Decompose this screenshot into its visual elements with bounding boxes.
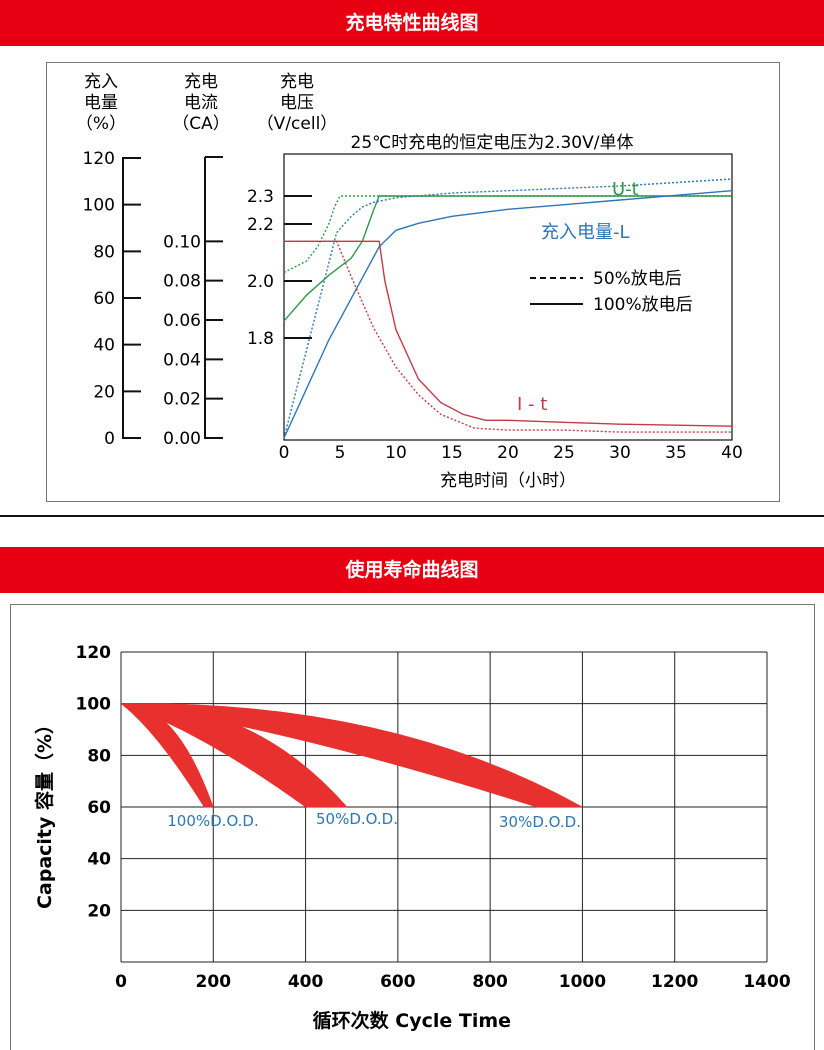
current-tick-label: 0.04 (163, 350, 201, 370)
voltage-tick-label: 2.2 (247, 215, 274, 235)
y-tick-label: 100 (76, 695, 112, 715)
chart-title: 25℃时充电的恒定电压为2.30V/单体 (351, 133, 634, 153)
x-tick-label: 40 (721, 443, 743, 463)
y-tick-label: 80 (87, 746, 111, 766)
series-solid-充入电量-L (283, 190, 733, 439)
dod-label: 30%D.O.D. (499, 813, 581, 831)
voltage-axis-header-line: 充电 (280, 72, 314, 92)
series-solid-I - t (284, 240, 733, 427)
y-axis-label: Capacity 容量（%） (33, 715, 56, 909)
current-tick-label: 0.08 (163, 272, 201, 292)
y-tick-label: 120 (76, 643, 112, 663)
x-tick-label: 35 (665, 443, 687, 463)
life-chart-panel (10, 604, 815, 1050)
section2-title: 使用寿命曲线图 (345, 559, 479, 581)
x-tick-label: 25 (553, 443, 575, 463)
x-tick-label: 1200 (651, 972, 698, 992)
legend-dashed-label: 50%放电后 (593, 269, 682, 289)
voltage-axis-header-line: 电压 (280, 93, 314, 113)
x-axis-label: 循环次数 Cycle Time (313, 1009, 511, 1032)
x-axis-label: 充电时间（小时） (440, 471, 576, 491)
x-tick-label: 0 (279, 443, 290, 463)
current-axis-header-line: （CA） (172, 114, 230, 134)
section-divider (0, 515, 824, 517)
section2-banner: 使用寿命曲线图 (0, 547, 824, 593)
band-30%D.O.D. (120, 703, 584, 808)
x-tick-label: 5 (335, 443, 346, 463)
current-tick-label: 0.06 (163, 311, 201, 331)
section1-banner: 充电特性曲线图 (0, 0, 824, 46)
capacity-axis-header-line: （%） (76, 114, 126, 134)
charge-chart-panel (46, 62, 780, 502)
curve-label-current: I - t (517, 394, 547, 415)
capacity-tick-label: 60 (93, 289, 115, 309)
current-tick-label: 0.00 (163, 429, 201, 449)
capacity-tick-label: 120 (83, 149, 115, 169)
series-dashed-I - t (284, 240, 732, 433)
x-tick-label: 30 (609, 443, 631, 463)
voltage-tick-label: 2.3 (247, 187, 274, 207)
x-tick-label: 20 (497, 443, 519, 463)
x-tick-label: 800 (472, 972, 508, 992)
capacity-tick-label: 20 (93, 382, 115, 402)
x-tick-label: 0 (115, 972, 127, 992)
current-tick-label: 0.10 (163, 232, 201, 252)
series-dashed-U-t (283, 195, 732, 274)
y-tick-label: 60 (87, 798, 111, 818)
x-tick-label: 600 (380, 972, 416, 992)
x-tick-label: 1000 (559, 972, 606, 992)
capacity-axis-header-line: 充入 (84, 72, 118, 92)
legend-solid-label: 100%放电后 (593, 295, 693, 315)
capacity-tick-label: 100 (83, 196, 115, 216)
x-tick-label: 200 (196, 972, 232, 992)
y-tick-label: 40 (87, 850, 111, 870)
dod-label: 100%D.O.D. (167, 812, 259, 830)
y-tick-label: 20 (87, 901, 111, 921)
voltage-axis-header-line: （V/cell） (257, 114, 338, 134)
curve-label-voltage: U-t (612, 179, 639, 200)
curve-label-capacity: 充入电量-L (541, 222, 630, 243)
x-tick-label: 10 (385, 443, 407, 463)
x-tick-label: 1400 (743, 972, 790, 992)
capacity-tick-label: 0 (104, 429, 115, 449)
section1-title: 充电特性曲线图 (345, 12, 479, 34)
dod-label: 50%D.O.D. (316, 810, 398, 828)
voltage-tick-label: 2.0 (247, 272, 274, 292)
current-axis-header-line: 充电 (184, 72, 218, 92)
charge-characteristic-chart: 充入电量（%）充电电流（CA）充电电压（V/cell）0204060801001… (76, 72, 743, 491)
capacity-tick-label: 40 (93, 336, 115, 356)
series-dashed-充入电量-L (283, 178, 733, 439)
capacity-tick-label: 80 (93, 242, 115, 262)
current-axis-header-line: 电流 (184, 93, 218, 113)
capacity-axis-header-line: 电量 (84, 93, 118, 113)
x-tick-label: 400 (288, 972, 324, 992)
x-tick-label: 15 (441, 443, 463, 463)
plot-frame (283, 153, 733, 441)
voltage-tick-label: 1.8 (247, 329, 274, 349)
current-tick-label: 0.02 (163, 390, 201, 410)
